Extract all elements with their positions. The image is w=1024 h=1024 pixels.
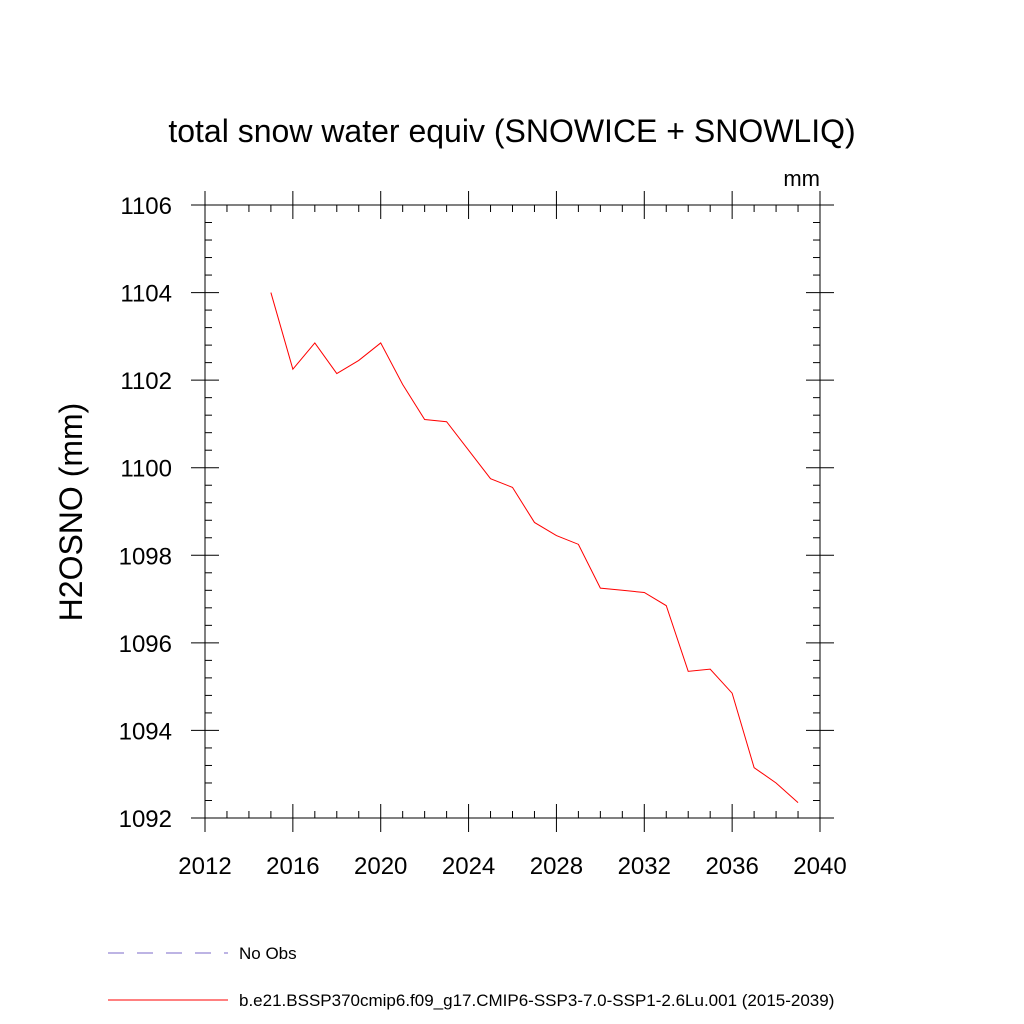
chart-title: total snow water equiv (SNOWICE + SNOWLI… [168,113,855,149]
x-tick-label: 2024 [442,853,495,880]
axis-ticks: 2012 2016 2020 2024 2028 2032 2036 2040 1092 1094… [119,191,847,880]
y-tick-label: 1106 [120,193,172,220]
series-layer [270,292,799,804]
y-tick-label: 1098 [119,543,172,570]
plot-frame [204,204,821,819]
units-label: mm [783,166,820,191]
y-tick-label: 1092 [119,806,172,833]
x-tick-label: 2036 [705,853,758,880]
series-line-1 [270,292,799,804]
legend-label-0: No Obs [239,944,297,963]
legend: No Obs b.e21.BSSP370cmip6.f09_g17.CMIP6-S… [108,944,834,1010]
x-tick-label: 2032 [618,853,671,880]
x-tick-label: 2012 [178,853,231,880]
x-tick-label: 2020 [354,853,407,880]
y-tick-label: 1104 [120,281,172,308]
y-tick-label: 1100 [120,456,172,483]
x-tick-label: 2028 [530,853,583,880]
x-tick-label: 2016 [266,853,319,880]
y-tick-label: 1096 [119,631,172,658]
x-tick-label: 2040 [793,853,846,880]
legend-label-1: b.e21.BSSP370cmip6.f09_g17.CMIP6-SSP3-7.… [239,991,834,1010]
y-axis-label: H2OSNO (mm) [53,403,89,622]
y-tick-label: 1094 [119,718,172,745]
y-tick-label: 1102 [120,368,172,395]
